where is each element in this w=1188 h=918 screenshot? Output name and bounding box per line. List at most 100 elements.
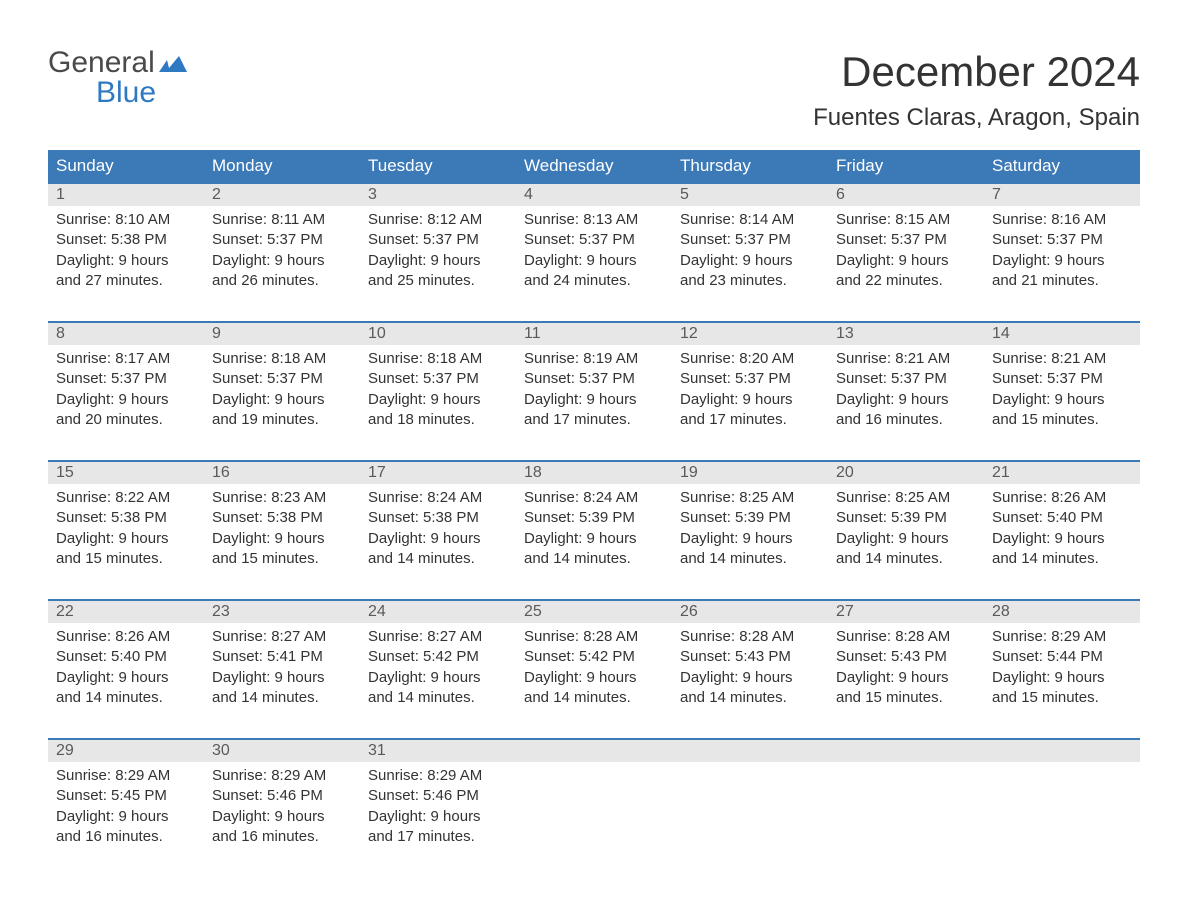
daylight-line1: Daylight: 9 hours xyxy=(368,529,508,549)
day-number: 13 xyxy=(828,323,984,345)
day-cell: Sunrise: 8:28 AMSunset: 5:43 PMDaylight:… xyxy=(672,623,828,714)
day-number: 20 xyxy=(828,462,984,484)
day-number xyxy=(828,740,984,762)
week-row: 1234567Sunrise: 8:10 AMSunset: 5:38 PMDa… xyxy=(48,182,1140,297)
daylight-line2: and 25 minutes. xyxy=(368,271,508,291)
sunset-text: Sunset: 5:37 PM xyxy=(836,230,976,250)
logo-blue-text: Blue xyxy=(96,78,187,108)
daylight-line1: Daylight: 9 hours xyxy=(212,529,352,549)
day-cell: Sunrise: 8:25 AMSunset: 5:39 PMDaylight:… xyxy=(828,484,984,575)
daylight-line2: and 20 minutes. xyxy=(56,410,196,430)
day-cell: Sunrise: 8:21 AMSunset: 5:37 PMDaylight:… xyxy=(984,345,1140,436)
sunset-text: Sunset: 5:37 PM xyxy=(368,369,508,389)
title-block: December 2024 Fuentes Claras, Aragon, Sp… xyxy=(813,48,1140,132)
daylight-line2: and 14 minutes. xyxy=(680,549,820,569)
daylight-line1: Daylight: 9 hours xyxy=(524,529,664,549)
daylight-line2: and 15 minutes. xyxy=(992,410,1132,430)
day-number xyxy=(672,740,828,762)
day-cell xyxy=(672,762,828,853)
day-number: 19 xyxy=(672,462,828,484)
week-row: 891011121314Sunrise: 8:17 AMSunset: 5:37… xyxy=(48,321,1140,436)
daylight-line2: and 16 minutes. xyxy=(836,410,976,430)
daynum-row: 891011121314 xyxy=(48,323,1140,345)
day-cell: Sunrise: 8:18 AMSunset: 5:37 PMDaylight:… xyxy=(360,345,516,436)
sunrise-text: Sunrise: 8:24 AM xyxy=(524,488,664,508)
sunset-text: Sunset: 5:37 PM xyxy=(992,369,1132,389)
daynum-row: 293031 xyxy=(48,740,1140,762)
day-number: 31 xyxy=(360,740,516,762)
dayname: Wednesday xyxy=(516,150,672,182)
daylight-line2: and 19 minutes. xyxy=(212,410,352,430)
month-title: December 2024 xyxy=(813,48,1140,96)
sunset-text: Sunset: 5:42 PM xyxy=(368,647,508,667)
daylight-line2: and 21 minutes. xyxy=(992,271,1132,291)
sunset-text: Sunset: 5:37 PM xyxy=(524,369,664,389)
day-number: 26 xyxy=(672,601,828,623)
day-number: 22 xyxy=(48,601,204,623)
daylight-line2: and 16 minutes. xyxy=(56,827,196,847)
sunrise-text: Sunrise: 8:28 AM xyxy=(836,627,976,647)
daylight-line2: and 14 minutes. xyxy=(680,688,820,708)
daylight-line1: Daylight: 9 hours xyxy=(212,668,352,688)
calendar: SundayMondayTuesdayWednesdayThursdayFrid… xyxy=(48,150,1140,853)
daynum-row: 15161718192021 xyxy=(48,462,1140,484)
sunset-text: Sunset: 5:45 PM xyxy=(56,786,196,806)
day-number: 17 xyxy=(360,462,516,484)
daylight-line1: Daylight: 9 hours xyxy=(992,390,1132,410)
day-cell: Sunrise: 8:29 AMSunset: 5:46 PMDaylight:… xyxy=(204,762,360,853)
day-number: 1 xyxy=(48,184,204,206)
daylight-line2: and 15 minutes. xyxy=(56,549,196,569)
daylight-line2: and 14 minutes. xyxy=(368,549,508,569)
day-cell: Sunrise: 8:15 AMSunset: 5:37 PMDaylight:… xyxy=(828,206,984,297)
sunset-text: Sunset: 5:37 PM xyxy=(524,230,664,250)
sunset-text: Sunset: 5:46 PM xyxy=(212,786,352,806)
sunrise-text: Sunrise: 8:28 AM xyxy=(524,627,664,647)
sunset-text: Sunset: 5:41 PM xyxy=(212,647,352,667)
daylight-line2: and 14 minutes. xyxy=(524,549,664,569)
sunrise-text: Sunrise: 8:28 AM xyxy=(680,627,820,647)
sunset-text: Sunset: 5:37 PM xyxy=(992,230,1132,250)
day-number: 14 xyxy=(984,323,1140,345)
day-number: 30 xyxy=(204,740,360,762)
daylight-line2: and 14 minutes. xyxy=(992,549,1132,569)
dayname: Monday xyxy=(204,150,360,182)
daylight-line1: Daylight: 9 hours xyxy=(836,390,976,410)
sunrise-text: Sunrise: 8:23 AM xyxy=(212,488,352,508)
sunset-text: Sunset: 5:43 PM xyxy=(680,647,820,667)
daylight-line1: Daylight: 9 hours xyxy=(368,390,508,410)
day-number: 5 xyxy=(672,184,828,206)
day-cell: Sunrise: 8:11 AMSunset: 5:37 PMDaylight:… xyxy=(204,206,360,297)
daylight-line1: Daylight: 9 hours xyxy=(212,251,352,271)
sunrise-text: Sunrise: 8:27 AM xyxy=(212,627,352,647)
daylight-line1: Daylight: 9 hours xyxy=(368,668,508,688)
day-cell: Sunrise: 8:18 AMSunset: 5:37 PMDaylight:… xyxy=(204,345,360,436)
day-number xyxy=(984,740,1140,762)
location: Fuentes Claras, Aragon, Spain xyxy=(813,104,1140,132)
sunset-text: Sunset: 5:40 PM xyxy=(992,508,1132,528)
sunset-text: Sunset: 5:38 PM xyxy=(56,508,196,528)
day-number: 27 xyxy=(828,601,984,623)
dayname: Sunday xyxy=(48,150,204,182)
daylight-line2: and 14 minutes. xyxy=(212,688,352,708)
logo-general-text: General xyxy=(48,48,155,78)
daylight-line2: and 14 minutes. xyxy=(368,688,508,708)
dayname: Friday xyxy=(828,150,984,182)
day-cell: Sunrise: 8:24 AMSunset: 5:38 PMDaylight:… xyxy=(360,484,516,575)
sunrise-text: Sunrise: 8:21 AM xyxy=(992,349,1132,369)
daylight-line1: Daylight: 9 hours xyxy=(212,807,352,827)
daylight-line2: and 24 minutes. xyxy=(524,271,664,291)
day-cell: Sunrise: 8:14 AMSunset: 5:37 PMDaylight:… xyxy=(672,206,828,297)
sunset-text: Sunset: 5:44 PM xyxy=(992,647,1132,667)
sunrise-text: Sunrise: 8:10 AM xyxy=(56,210,196,230)
sunset-text: Sunset: 5:37 PM xyxy=(680,230,820,250)
daylight-line2: and 17 minutes. xyxy=(524,410,664,430)
sunrise-text: Sunrise: 8:19 AM xyxy=(524,349,664,369)
daylight-line2: and 17 minutes. xyxy=(680,410,820,430)
day-cell: Sunrise: 8:27 AMSunset: 5:41 PMDaylight:… xyxy=(204,623,360,714)
daylight-line2: and 15 minutes. xyxy=(836,688,976,708)
daylight-line1: Daylight: 9 hours xyxy=(680,251,820,271)
day-cell xyxy=(828,762,984,853)
sunrise-text: Sunrise: 8:27 AM xyxy=(368,627,508,647)
day-number: 8 xyxy=(48,323,204,345)
day-number: 28 xyxy=(984,601,1140,623)
